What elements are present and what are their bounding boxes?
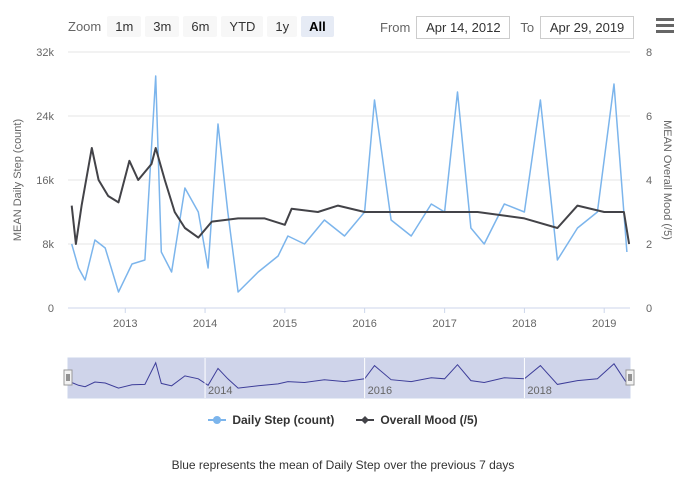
chart-menu-icon[interactable] <box>656 18 674 34</box>
y-right-tick-label: 8 <box>646 47 652 59</box>
navigator-tick-label: 2014 <box>208 385 232 397</box>
y-axis-left-title: MEAN Daily Step (count) <box>12 119 24 241</box>
steps-legend-symbol <box>208 416 227 424</box>
y-left-tick-label: 8k <box>42 239 54 251</box>
y-axis-right: 0 2 4 6 8 <box>646 47 652 315</box>
y-left-tick-label: 32k <box>36 47 54 59</box>
legend-label-mood: Overall Mood (/5) <box>380 413 478 427</box>
navigator-left-handle[interactable] <box>63 369 73 386</box>
zoom-ytd-button[interactable]: YTD <box>221 16 264 37</box>
steps-series-line <box>70 75 628 293</box>
mood-series-line <box>70 147 631 245</box>
zoom-1m-button[interactable]: 1m <box>107 16 142 37</box>
x-tick-label: 2013 <box>113 318 137 330</box>
zoom-all-button[interactable]: All <box>301 16 334 37</box>
navigator-tick-label: 2018 <box>527 385 551 397</box>
legend-item-steps[interactable]: Daily Step (count) <box>208 413 334 427</box>
y-right-tick-label: 6 <box>646 111 652 123</box>
navigator-tick-label: 2016 <box>368 385 392 397</box>
legend-item-mood[interactable]: Overall Mood (/5) <box>356 413 478 427</box>
from-date-input[interactable]: Apr 14, 2012 <box>416 16 511 39</box>
x-tick-label: 2019 <box>592 318 616 330</box>
y-right-tick-label: 2 <box>646 239 652 251</box>
date-range: From Apr 14, 2012 To Apr 29, 2019 <box>380 16 644 39</box>
x-axis: 2013 2014 2015 2016 2017 2018 2019 <box>68 307 630 330</box>
x-tick-label: 2016 <box>352 318 376 330</box>
plot-series <box>70 75 631 293</box>
x-tick-label: 2018 <box>512 318 536 330</box>
y-left-tick-label: 0 <box>48 303 54 315</box>
zoom-1y-button[interactable]: 1y <box>267 16 298 37</box>
navigator-range <box>67 357 631 399</box>
mood-legend-symbol <box>356 416 375 424</box>
gridlines <box>68 51 630 309</box>
y-left-tick-label: 16k <box>36 175 54 187</box>
x-tick-label: 2014 <box>193 318 217 330</box>
zoom-label: Zoom <box>68 19 102 34</box>
navigator[interactable]: 2014 2016 2018 <box>63 357 635 399</box>
zoom-3m-button[interactable]: 3m <box>145 16 180 37</box>
zoom-6m-button[interactable]: 6m <box>183 16 218 37</box>
chart-area: 2013 2014 2015 2016 2017 2018 2019 0 8k 16k 24k 32… <box>12 47 673 399</box>
from-label: From <box>380 20 411 35</box>
legend-label-steps: Daily Step (count) <box>232 413 335 427</box>
y-axis-right-title: MEAN Overall Mood (/5) <box>661 120 673 240</box>
legend: Daily Step (count) Overall Mood (/5) <box>0 413 686 427</box>
y-axis-left: 0 8k 16k 24k 32k <box>36 47 54 315</box>
zoom-bar: Zoom 1m 3m 6m YTD 1y All <box>68 16 334 37</box>
y-right-tick-label: 4 <box>646 175 652 187</box>
y-left-tick-label: 24k <box>36 111 54 123</box>
x-tick-label: 2015 <box>273 318 297 330</box>
x-tick-label: 2017 <box>432 318 456 330</box>
navigator-series-line <box>71 361 628 389</box>
to-date-input[interactable]: Apr 29, 2019 <box>540 16 635 39</box>
y-right-tick-label: 0 <box>646 303 652 315</box>
chart-caption: Blue represents the mean of Daily Step o… <box>171 458 515 472</box>
navigator-right-handle[interactable] <box>625 369 635 386</box>
to-label: To <box>520 20 535 35</box>
